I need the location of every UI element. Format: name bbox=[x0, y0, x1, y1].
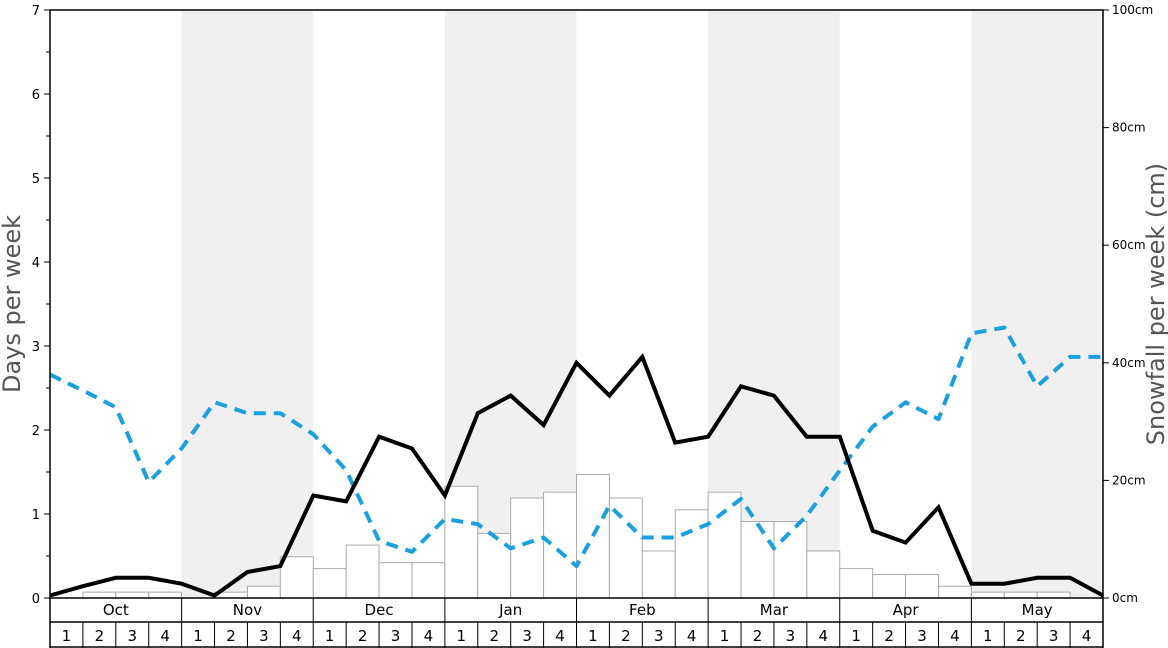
snowfall-bar bbox=[411, 562, 446, 599]
left-tick-label: 5 bbox=[32, 172, 40, 187]
week-label: 1 bbox=[325, 627, 335, 645]
right-tick-label: 40cm bbox=[1112, 356, 1146, 370]
snowfall-bar bbox=[279, 556, 314, 599]
week-label: 1 bbox=[588, 627, 598, 645]
left-axis-title: Days per week bbox=[0, 215, 26, 393]
month-label-nov: Nov bbox=[233, 601, 262, 619]
snowfall-bar bbox=[872, 573, 907, 599]
snowfall-bar bbox=[641, 550, 676, 599]
week-label: 2 bbox=[95, 627, 105, 645]
week-label: 3 bbox=[391, 627, 401, 645]
black-series-line bbox=[49, 353, 1104, 598]
snowfall-bar bbox=[345, 544, 380, 599]
blue-dashed-line-layer bbox=[49, 325, 1103, 569]
blue-dashed-series-line bbox=[49, 325, 1103, 569]
week-label: 2 bbox=[358, 627, 368, 645]
month-label-dec: Dec bbox=[365, 601, 394, 619]
snowfall-bar bbox=[674, 509, 709, 599]
snowfall-bar bbox=[905, 573, 939, 599]
right-axis-title: Snowfall per week (cm) bbox=[1142, 163, 1168, 445]
snowfall-bar bbox=[970, 591, 1005, 599]
month-shade-may bbox=[971, 10, 1103, 598]
week-label: 3 bbox=[127, 627, 137, 645]
snowfall-bar bbox=[246, 585, 281, 599]
snowfall-bar bbox=[510, 497, 545, 599]
snowfall-bar bbox=[806, 550, 841, 599]
week-label: 1 bbox=[720, 627, 730, 645]
snowfall-bar bbox=[115, 591, 150, 599]
week-label: 3 bbox=[786, 627, 796, 645]
week-label: 4 bbox=[292, 627, 302, 645]
snowfall-bar bbox=[312, 568, 347, 599]
week-label: 3 bbox=[917, 627, 927, 645]
snowfall-bar bbox=[82, 591, 117, 599]
week-label: 3 bbox=[259, 627, 269, 645]
snowfall-bar bbox=[740, 521, 775, 599]
right-tick-label: 60cm bbox=[1112, 238, 1146, 252]
week-label: 2 bbox=[1016, 627, 1026, 645]
snowfall-bar bbox=[1036, 591, 1071, 599]
week-label: 4 bbox=[950, 627, 960, 645]
week-label: 2 bbox=[489, 627, 499, 645]
week-label: 4 bbox=[687, 627, 697, 645]
week-label: 3 bbox=[522, 627, 532, 645]
month-label-feb: Feb bbox=[629, 601, 656, 619]
week-label: 2 bbox=[884, 627, 894, 645]
right-tick-label: 20cm bbox=[1112, 473, 1146, 487]
week-label: 4 bbox=[1082, 627, 1092, 645]
month-label-may: May bbox=[1022, 601, 1053, 619]
right-tick-label: 0cm bbox=[1112, 591, 1138, 605]
week-label: 1 bbox=[193, 627, 203, 645]
left-tick-label: 3 bbox=[32, 340, 40, 355]
week-label: 2 bbox=[226, 627, 236, 645]
right-tick-label: 100cm bbox=[1112, 3, 1153, 17]
snowfall-bar bbox=[773, 521, 808, 599]
week-label: 1 bbox=[983, 627, 993, 645]
week-label: 4 bbox=[555, 627, 565, 645]
left-axis: 0 1 2 3 4 5 6 7 bbox=[32, 4, 50, 607]
snowfall-bar bbox=[148, 591, 183, 599]
week-label: 3 bbox=[1049, 627, 1059, 645]
month-label-oct: Oct bbox=[103, 601, 129, 619]
snowfall-bar bbox=[444, 485, 479, 599]
left-tick-label: 7 bbox=[32, 4, 40, 19]
snowfall-bar bbox=[543, 491, 577, 599]
month-label-jan: Jan bbox=[498, 601, 522, 619]
left-tick-label: 0 bbox=[32, 592, 40, 607]
right-axis: 0cm 20cm 40cm 60cm 80cm 100cm bbox=[1103, 3, 1153, 605]
left-tick-label: 6 bbox=[32, 88, 40, 103]
month-shade-nov bbox=[181, 10, 314, 598]
black-line-layer bbox=[49, 353, 1104, 598]
snowfall-bar bbox=[608, 497, 643, 599]
snowfall-bar bbox=[1003, 591, 1038, 599]
x-axis-month-week-layer: Oct 1 2 3 4 Nov 1 2 3 4 Dec 1 2 3 4 Jan 1 2 3 4 Feb 1 2 3 4 Mar 1 2… bbox=[49, 598, 1104, 648]
snowfall-bar bbox=[378, 562, 413, 599]
snowfall-bar bbox=[937, 585, 972, 599]
month-label-apr: Apr bbox=[893, 601, 920, 619]
left-tick-label: 1 bbox=[32, 508, 40, 523]
week-label: 1 bbox=[851, 627, 861, 645]
snowfall-bar bbox=[839, 568, 874, 599]
left-tick-label: 2 bbox=[32, 424, 40, 439]
week-label: 1 bbox=[457, 627, 467, 645]
month-shading-layer bbox=[181, 10, 1103, 598]
right-tick-label: 80cm bbox=[1112, 121, 1146, 135]
month-label-mar: Mar bbox=[760, 601, 789, 619]
week-label: 4 bbox=[424, 627, 434, 645]
week-label: 3 bbox=[654, 627, 664, 645]
week-label: 4 bbox=[160, 627, 170, 645]
week-label: 4 bbox=[819, 627, 829, 645]
week-label: 2 bbox=[753, 627, 763, 645]
snowfall-bar bbox=[576, 474, 610, 599]
snowfall-bar bbox=[707, 491, 742, 599]
week-label: 2 bbox=[621, 627, 631, 645]
week-label: 1 bbox=[62, 627, 72, 645]
left-tick-label: 4 bbox=[32, 256, 40, 271]
